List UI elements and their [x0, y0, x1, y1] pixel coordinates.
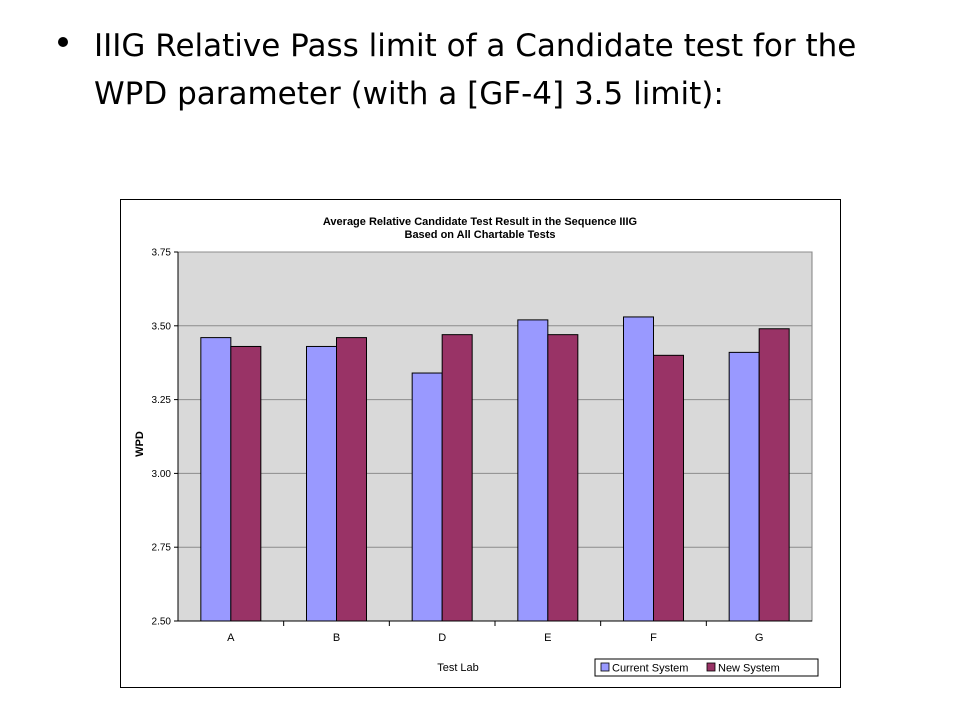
plot-area	[177, 251, 813, 622]
y-tick-label: 3.25	[152, 395, 172, 406]
legend-label: Current System	[612, 663, 688, 675]
chart-title: Average Relative Candidate Test Result i…	[323, 216, 637, 228]
x-tick-label: E	[544, 632, 551, 644]
bar-current-A	[200, 337, 232, 622]
bar-new-D	[441, 334, 473, 622]
bullet-text: IIIG Relative Pass limit of a Candidate …	[94, 28, 857, 112]
legend-swatch-new	[706, 662, 716, 672]
y-tick-label: 3.75	[152, 248, 172, 259]
legend-swatch-current	[600, 662, 610, 672]
x-tick-label: A	[227, 632, 235, 644]
y-tick-label: 3.00	[152, 469, 172, 480]
chart-subtitle: Based on All Chartable Tests	[405, 229, 556, 241]
legend-label: New System	[718, 663, 780, 675]
legend-box	[594, 658, 819, 677]
x-tick-label: G	[755, 632, 764, 644]
x-tick-label: D	[438, 632, 446, 644]
bar-current-F	[623, 316, 654, 622]
x-tick-label: B	[333, 632, 340, 644]
bar-new-A	[230, 345, 262, 622]
bullet-dot-icon	[58, 37, 68, 47]
bar-chart: Average Relative Candidate Test Result i…	[134, 216, 819, 677]
bar-new-B	[336, 337, 367, 622]
bar-new-G	[758, 328, 790, 622]
y-axis-label: WPD	[134, 431, 146, 457]
bar-current-B	[306, 345, 337, 622]
bar-current-D	[411, 372, 443, 622]
x-tick-label: F	[650, 632, 657, 644]
bar-current-E	[517, 319, 549, 622]
y-tick-label: 2.75	[152, 543, 172, 554]
chart-frame: Average Relative Candidate Test Result i…	[120, 199, 841, 688]
y-tick-label: 2.50	[152, 617, 172, 628]
legend: Current System New System	[594, 658, 819, 677]
bar-new-E	[547, 334, 579, 622]
bar-new-F	[653, 354, 684, 622]
y-tick-label: 3.50	[152, 321, 172, 332]
x-axis-label: Test Lab	[437, 662, 479, 674]
bar-current-G	[728, 351, 760, 622]
